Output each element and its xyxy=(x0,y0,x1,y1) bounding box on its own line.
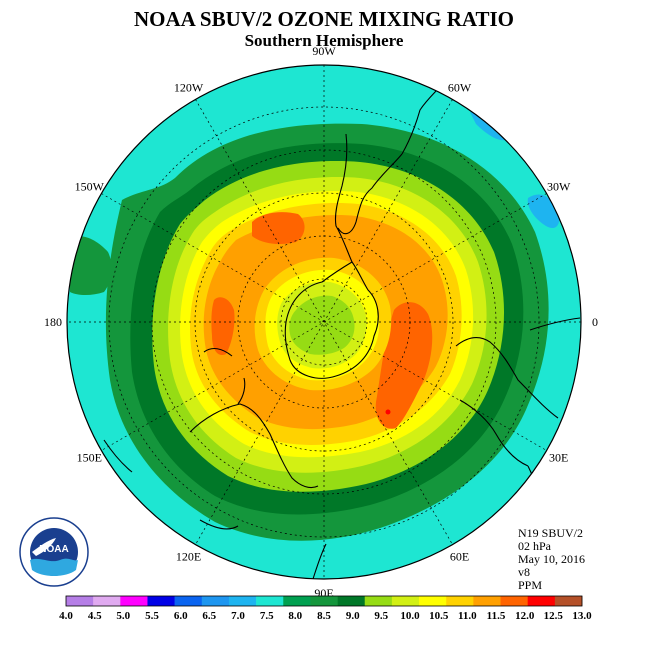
colorbar-tick-label: 8.0 xyxy=(288,610,302,622)
longitude-label: 150E xyxy=(77,451,102,465)
map-boundary xyxy=(66,64,582,580)
colorbar-swatch xyxy=(256,596,284,606)
polar-map xyxy=(67,65,581,579)
colorbar-tick-label: 7.5 xyxy=(260,610,274,622)
info-block: N19 SBUV/2 02 hPa May 10, 2016 v8 PPM xyxy=(518,526,585,592)
colorbar-swatch xyxy=(66,596,94,606)
map-subtitle: Southern Hemisphere xyxy=(245,31,404,50)
colorbar-swatch xyxy=(446,596,474,606)
info-level: 02 hPa xyxy=(518,539,552,553)
colorbar-swatch xyxy=(391,596,420,606)
noaa-logo: NOAA xyxy=(19,517,89,587)
colorbar-swatch xyxy=(310,596,338,606)
colorbar-tick-label: 11.0 xyxy=(458,610,477,622)
noaa-logo-text: NOAA xyxy=(39,544,68,555)
colorbar-tick-label: 5.5 xyxy=(145,610,159,622)
ozone-region-low-patch-ne xyxy=(470,112,506,141)
colorbar-tick-label: 7.0 xyxy=(231,610,245,622)
longitude-label: 180 xyxy=(44,315,62,329)
info-version: v8 xyxy=(518,565,530,579)
longitude-label: 120E xyxy=(176,550,201,564)
colorbar-tick-label: 9.0 xyxy=(346,610,360,622)
ozone-region-8-5-west-lobe xyxy=(70,236,112,295)
colorbar-swatch xyxy=(201,596,230,606)
meridian-lines xyxy=(67,65,581,579)
colorbar-tick-label: 8.5 xyxy=(317,610,331,622)
colorbar-tick-label: 11.5 xyxy=(487,610,506,622)
meridian-line xyxy=(101,193,547,451)
info-units: PPM xyxy=(518,578,542,592)
map-title: NOAA SBUV/2 OZONE MIXING RATIO xyxy=(134,7,514,31)
colorbar-tick-label: 5.0 xyxy=(116,610,130,622)
colorbar-tick-label: 13.0 xyxy=(572,610,592,622)
colorbar-swatch xyxy=(337,596,366,606)
colorbar-swatch xyxy=(283,596,311,606)
colorbar: 4.0 4.5 5.0 5.5 6.0 6.5 7.0 7.5 8.0 8.5 9.0 9.5 10.0… xyxy=(59,595,592,622)
longitude-label: 30W xyxy=(547,180,571,194)
longitude-label: 30E xyxy=(549,451,568,465)
longitude-label: 150W xyxy=(75,180,105,194)
longitude-label: 120W xyxy=(174,80,204,94)
longitude-label: 60E xyxy=(450,550,469,564)
colorbar-tick-label: 4.5 xyxy=(88,610,102,622)
ozone-region-12-0-west xyxy=(211,297,235,356)
longitude-label: 60W xyxy=(448,80,472,94)
info-satellite: N19 SBUV/2 xyxy=(518,526,583,540)
colorbar-swatch xyxy=(419,596,447,606)
colorbar-tick-label: 12.0 xyxy=(515,610,535,622)
info-date: May 10, 2016 xyxy=(518,552,585,566)
colorbar-swatch xyxy=(554,596,583,606)
colorbar-tick-label: 10.5 xyxy=(429,610,449,622)
colorbar-swatch xyxy=(174,596,203,606)
colorbar-tick-label: 4.0 xyxy=(59,610,73,622)
colorbar-swatch xyxy=(228,596,257,606)
colorbar-swatch xyxy=(473,596,501,606)
colorbar-swatch xyxy=(527,596,556,606)
colorbar-tick-label: 6.5 xyxy=(202,610,216,622)
ozone-max-marker xyxy=(385,409,391,415)
colorbar-swatch xyxy=(93,596,121,606)
colorbar-swatch xyxy=(120,596,148,606)
longitude-label: 90W xyxy=(312,44,336,58)
colorbar-swatch xyxy=(147,596,175,606)
ozone-region-12-0-north xyxy=(252,212,305,244)
colorbar-border xyxy=(65,595,583,607)
colorbar-tick-label: 9.5 xyxy=(374,610,388,622)
colorbar-swatch xyxy=(500,596,528,606)
colorbar-tick-label: 12.5 xyxy=(544,610,564,622)
colorbar-tick-label: 6.0 xyxy=(174,610,188,622)
colorbar-swatch xyxy=(364,596,393,606)
colorbar-tick-label: 10.0 xyxy=(400,610,420,622)
longitude-label: 0 xyxy=(592,315,598,329)
